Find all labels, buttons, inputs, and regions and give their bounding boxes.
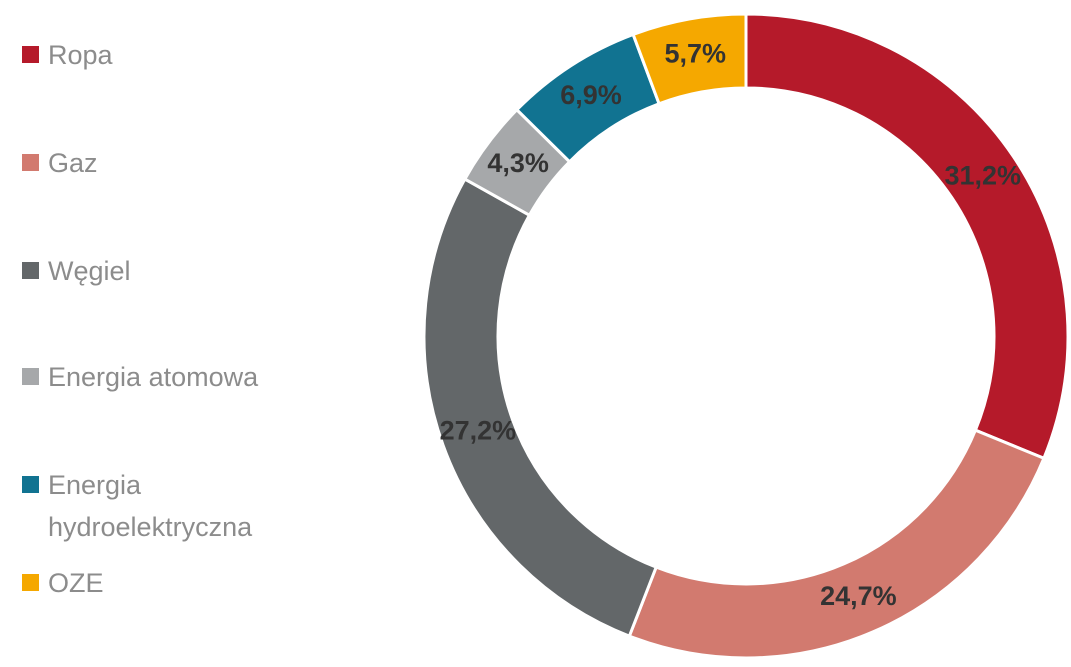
legend-label: Gaz xyxy=(48,148,98,178)
donut-slice xyxy=(744,12,1070,461)
legend-swatch xyxy=(22,574,39,591)
data-label: 4,3% xyxy=(487,148,549,178)
data-label: 5,7% xyxy=(664,39,726,69)
legend-swatch xyxy=(22,476,39,493)
data-label: 27,2% xyxy=(440,416,517,446)
legend-swatch xyxy=(22,154,39,171)
donut-slice xyxy=(631,12,748,106)
legend-item: Energia atomowa xyxy=(22,360,328,398)
legend-swatch xyxy=(22,368,39,385)
donut-slice xyxy=(422,177,659,639)
legend-item: Ropa xyxy=(22,38,328,76)
legend-label: Energia hydroelektryczna xyxy=(48,470,253,542)
legend-label: Węgiel xyxy=(48,256,131,286)
legend-item: OZE xyxy=(22,566,328,604)
data-label: 31,2% xyxy=(944,160,1021,190)
donut-slice xyxy=(627,428,1046,660)
legend-item: Gaz xyxy=(22,146,328,184)
data-label: 24,7% xyxy=(820,581,897,611)
legend-label: Ropa xyxy=(48,40,113,70)
data-label: 6,9% xyxy=(560,80,622,110)
legend-swatch xyxy=(22,262,39,279)
legend-label: OZE xyxy=(48,568,104,598)
legend-swatch xyxy=(22,46,39,63)
legend-item: Węgiel xyxy=(22,254,328,292)
legend-label: Energia atomowa xyxy=(48,362,259,392)
legend-item: Energia hydroelektryczna xyxy=(22,468,308,548)
